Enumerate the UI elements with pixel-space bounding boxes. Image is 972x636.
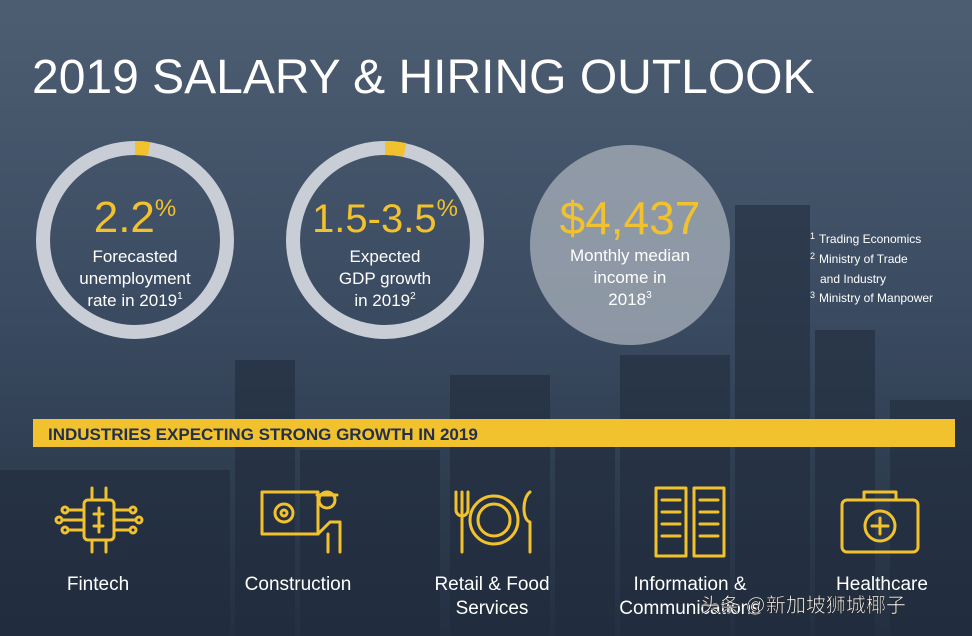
stat-number: 1.5-3.5: [312, 197, 437, 241]
footnote-mark: 2: [810, 251, 815, 261]
stat-label: income in: [594, 268, 667, 287]
note-ref: 2: [410, 291, 416, 302]
industry-label: Fintech: [67, 574, 129, 595]
icon-healthcare: [840, 490, 920, 554]
stat-unit: %: [155, 195, 176, 222]
footnote-text: and Industry: [820, 272, 886, 286]
ring-accent: [134, 141, 151, 156]
footnote-text: Trading Economics: [819, 232, 921, 246]
industry-label: Communications: [619, 598, 761, 619]
stat-label-line: 2018: [608, 290, 646, 309]
stat-label: unemployment: [79, 269, 191, 288]
stat-value: 1.5-3.5%: [312, 195, 458, 241]
stat-label: rate in 20191: [87, 291, 183, 310]
footnote-text: Ministry of Trade: [819, 252, 908, 266]
icon-information: [654, 486, 726, 558]
stat-label: Expected: [350, 247, 421, 266]
stat-unit: %: [437, 195, 458, 222]
footnote: 1 Trading Economics: [810, 231, 921, 246]
title: 2019 SALARY & HIRING OUTLOOK: [32, 51, 815, 104]
banner: [33, 419, 955, 447]
note-ref: 1: [177, 291, 183, 302]
icon-construction: [260, 490, 342, 554]
footnote: 3 Ministry of Manpower: [810, 290, 933, 305]
footnote-mark: 1: [810, 231, 815, 241]
stat-value: $4,437: [560, 192, 701, 244]
industry-label: Retail & Food: [434, 574, 549, 595]
note-ref: 3: [646, 290, 652, 301]
stat-label-line: rate in 2019: [87, 291, 177, 310]
stat-label: Monthly median: [570, 246, 690, 265]
industry-label: Construction: [245, 574, 352, 595]
stat-number: 2.2: [94, 193, 155, 242]
watermark: 头条 @新加坡狮城椰子: [700, 594, 906, 617]
industry-labels: Fintech Construction Retail & Food Servi…: [67, 574, 928, 619]
footnote-text: Ministry of Manpower: [819, 291, 933, 305]
icon-fintech: [54, 486, 144, 554]
stat-label: GDP growth: [339, 269, 431, 288]
footnotes: 1 Trading Economics 2 Ministry of Trade an…: [810, 231, 933, 305]
ring-accent: [384, 141, 407, 157]
footnote-mark: 3: [810, 290, 815, 300]
stat-label: Forecasted: [92, 247, 177, 266]
banner-text: INDUSTRIES EXPECTING STRONG GROWTH IN 20…: [48, 425, 478, 444]
footnote: 2 Ministry of Trade: [810, 251, 908, 266]
industry-label: Healthcare: [836, 574, 928, 595]
stat-label: 20183: [608, 290, 652, 309]
stat-label: in 20192: [354, 291, 416, 310]
stat-value: 2.2%: [94, 193, 177, 242]
industry-label: Information &: [634, 574, 747, 595]
industry-label: Services: [456, 598, 529, 619]
stat-label-line: in 2019: [354, 291, 410, 310]
icon-retail: [454, 490, 532, 554]
stat-disc: [530, 145, 730, 345]
